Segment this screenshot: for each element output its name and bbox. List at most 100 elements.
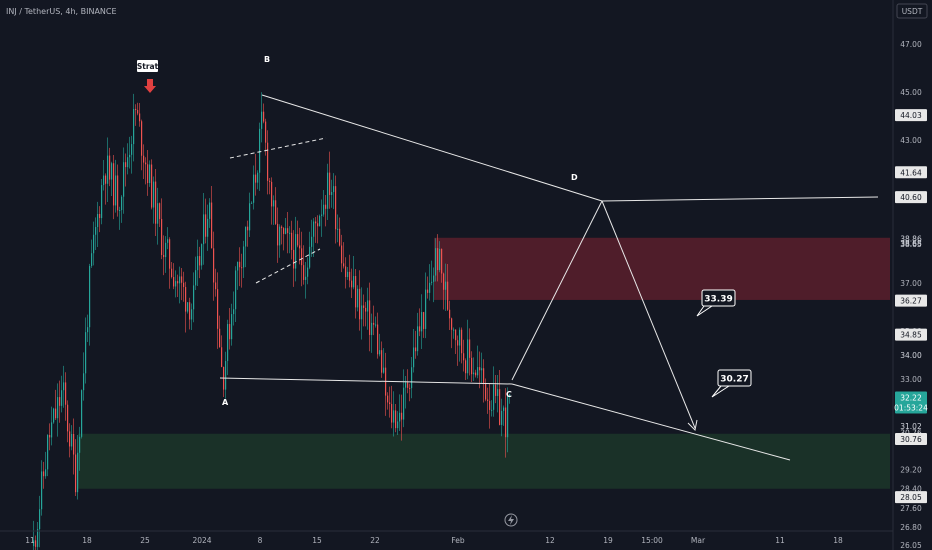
currency-badge[interactable] bbox=[896, 3, 928, 19]
candle-body bbox=[371, 322, 373, 335]
candle-body bbox=[291, 232, 293, 250]
triangle-lower-dashed[interactable] bbox=[255, 248, 321, 284]
candle-body bbox=[343, 263, 345, 267]
upper-trendline[interactable] bbox=[261, 94, 603, 202]
candle-body bbox=[67, 404, 69, 432]
candle-body bbox=[99, 213, 101, 219]
bar-countdown: 01:53:24 bbox=[894, 403, 928, 412]
candle-body bbox=[43, 471, 45, 477]
triangle-upper-dashed[interactable] bbox=[229, 137, 327, 159]
candle-body bbox=[217, 289, 219, 329]
candle-body bbox=[289, 232, 291, 234]
candle-body bbox=[447, 281, 449, 310]
target-note-2[interactable]: 30.27 bbox=[711, 369, 752, 398]
candle-body bbox=[259, 128, 261, 173]
candle-body bbox=[199, 256, 201, 266]
candle-body bbox=[427, 289, 429, 293]
candle-body bbox=[193, 285, 195, 310]
candle-body bbox=[85, 332, 87, 374]
candle-body bbox=[429, 282, 431, 293]
candle-body bbox=[211, 202, 213, 249]
price-tag-label: 38.68 bbox=[900, 239, 922, 248]
candle-body bbox=[95, 226, 97, 235]
replay-icon[interactable] bbox=[504, 513, 518, 527]
candle-body bbox=[51, 422, 53, 438]
price-tick-label: 43.00 bbox=[900, 136, 922, 145]
resistance-line[interactable] bbox=[601, 196, 879, 202]
candle-body bbox=[365, 307, 367, 312]
candle-body bbox=[307, 267, 309, 277]
strat-label: Strat bbox=[137, 62, 159, 71]
candle-body bbox=[69, 431, 71, 447]
candle-body bbox=[105, 175, 107, 184]
candle-body bbox=[61, 390, 63, 406]
candle-body bbox=[419, 326, 421, 332]
projection-up-arrow-line[interactable] bbox=[511, 200, 603, 381]
candle-body bbox=[117, 175, 119, 211]
candle-body bbox=[113, 163, 115, 206]
strat-annotation[interactable]: Strat bbox=[137, 60, 159, 93]
callout-1-pointer bbox=[696, 305, 713, 317]
candle-body bbox=[287, 228, 289, 234]
price-tag-label: 38.86 bbox=[900, 235, 922, 244]
price-tag-box bbox=[895, 328, 927, 341]
candle-body bbox=[345, 266, 347, 278]
time-axis[interactable]: 11 18 25 2024 8 15 22 Feb 12 19 15:00 Mar 11 18 bbox=[25, 536, 843, 545]
candle-body bbox=[161, 218, 163, 255]
candle-body bbox=[485, 383, 487, 400]
projected-lower-trendline[interactable] bbox=[511, 383, 791, 461]
time-tick-label: 25 bbox=[140, 536, 150, 545]
price-tag-label: 34.85 bbox=[900, 331, 922, 340]
currency-label: USDT bbox=[902, 7, 923, 16]
price-tag-box bbox=[895, 294, 927, 307]
price-tag-label: 38.65 bbox=[900, 240, 922, 249]
symbol-title: INJ / TetherUS, 4h, BINANCE bbox=[6, 7, 117, 16]
candle-body bbox=[91, 253, 93, 266]
candle-body bbox=[151, 164, 153, 208]
candle-body bbox=[475, 372, 477, 376]
candle-body bbox=[195, 270, 197, 286]
candle-body bbox=[187, 302, 189, 312]
price-tag-label: 41.64 bbox=[900, 168, 922, 177]
candle-body bbox=[459, 329, 461, 346]
candle-body bbox=[207, 218, 209, 237]
candle-body bbox=[487, 399, 489, 401]
candle-body bbox=[225, 361, 227, 390]
strat-label-box bbox=[137, 60, 158, 72]
candle-body bbox=[87, 327, 89, 333]
candle-body bbox=[491, 409, 493, 411]
candle-body bbox=[317, 223, 319, 227]
candle-body bbox=[293, 249, 295, 269]
supply-zone bbox=[434, 237, 890, 300]
wave-labels: A B C D bbox=[222, 55, 578, 407]
target-note-1[interactable]: 33.39 bbox=[696, 289, 736, 317]
candle-body bbox=[65, 382, 67, 405]
candle-body bbox=[253, 174, 255, 203]
candle-body bbox=[49, 434, 51, 438]
candle-body bbox=[235, 270, 237, 310]
candle-body bbox=[329, 172, 331, 195]
candle-body bbox=[133, 108, 135, 145]
candle-body bbox=[303, 265, 305, 280]
candle-body bbox=[191, 309, 193, 320]
candle-body bbox=[471, 357, 473, 375]
lower-trendline[interactable] bbox=[219, 377, 513, 385]
candle-body bbox=[393, 410, 395, 423]
time-tick-label: 15:00 bbox=[641, 536, 663, 545]
price-tag-label: 44.03 bbox=[900, 111, 922, 120]
candle-body bbox=[403, 387, 405, 420]
candle-body bbox=[331, 192, 333, 195]
candle-body bbox=[163, 254, 165, 258]
candle-body bbox=[309, 246, 311, 268]
candle-body bbox=[251, 202, 253, 204]
candle-body bbox=[177, 281, 179, 284]
price-axis[interactable]: USDT 47.0045.0043.0037.0035.0033.0029.20… bbox=[895, 3, 928, 550]
candle-body bbox=[321, 214, 323, 216]
candle-body bbox=[79, 436, 81, 453]
projection-down-arrow-line[interactable] bbox=[601, 200, 696, 429]
candle-body bbox=[167, 239, 169, 243]
candle-body bbox=[359, 288, 361, 320]
candle-body bbox=[45, 469, 47, 477]
